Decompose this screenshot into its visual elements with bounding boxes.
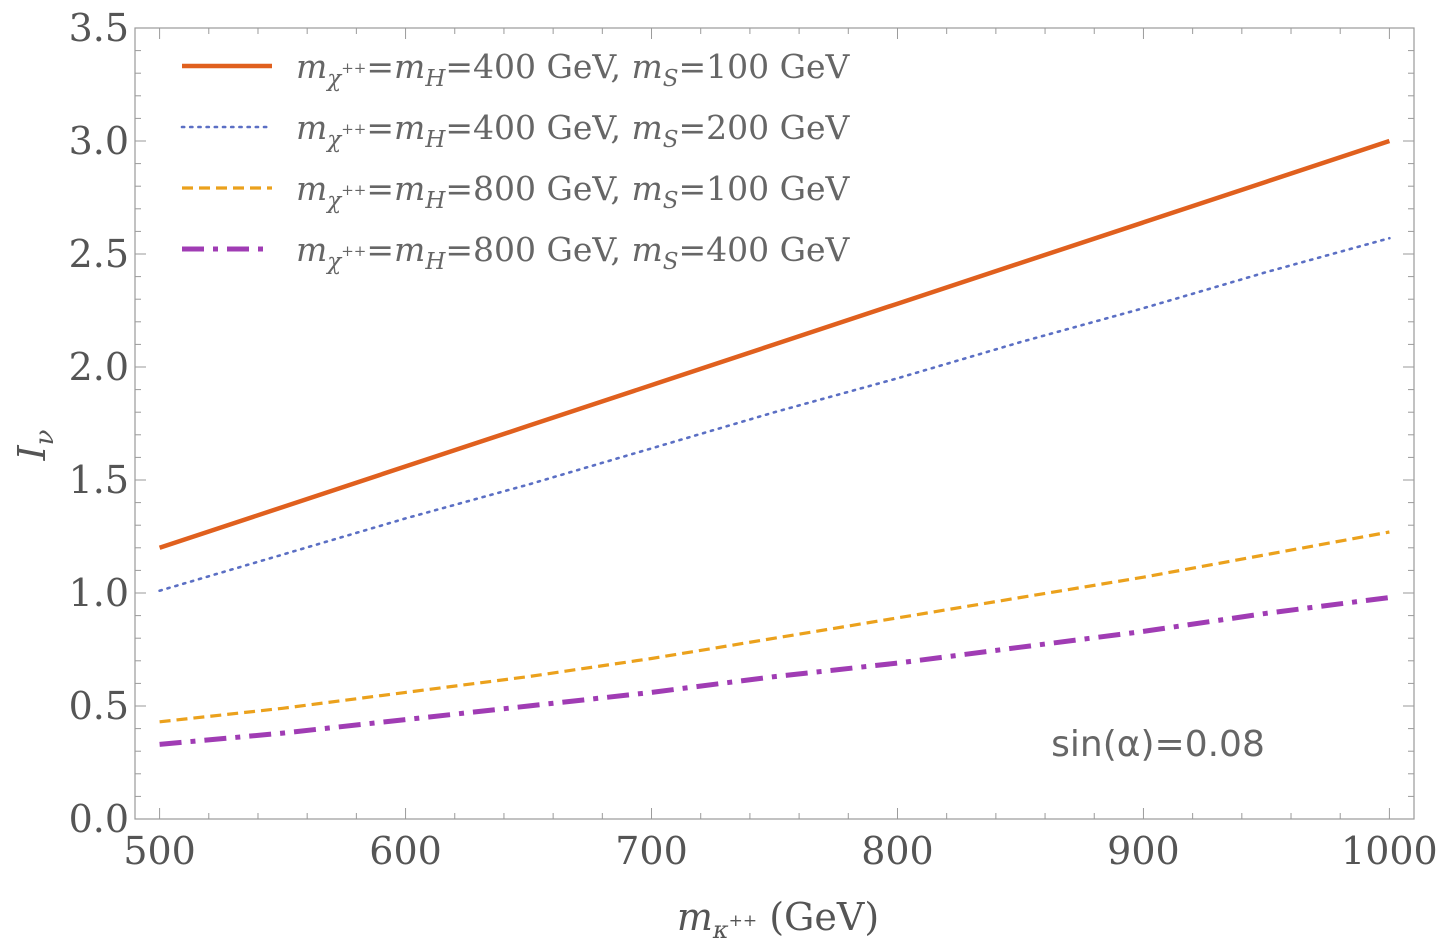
x-tick-labels: 500 600 700 800 900 1000: [123, 829, 1437, 873]
x-tick-label: 800: [861, 829, 934, 873]
x-tick-label: 600: [369, 829, 442, 873]
series-line-3: [159, 530, 1390, 724]
x-tick-label: 900: [1107, 829, 1180, 873]
x-axis-title: mκ++ (GeV): [677, 895, 879, 944]
y-tick-label: 3.5: [69, 6, 129, 50]
y-tick-label: 3.0: [69, 119, 129, 163]
legend-label-2: mχ++=mH=400 GeV, mS=200 GeV: [296, 108, 851, 153]
legend-label-1: mχ++=mH=400 GeV, mS=100 GeV: [296, 47, 851, 92]
x-tick-label: 1000: [1341, 829, 1438, 873]
x-tick-label: 500: [123, 829, 196, 873]
y-tick-labels: 0.0 0.5 1.0 1.5 2.0 2.5 3.0 3.5: [69, 6, 129, 841]
axis-ticks: [135, 27, 1414, 820]
y-tick-label: 1.5: [69, 458, 129, 502]
x-tick-label: 700: [615, 829, 688, 873]
y-tick-label: 2.0: [69, 345, 129, 389]
y-tick-label: 0.5: [69, 684, 129, 728]
series-line-4: [159, 595, 1390, 747]
series-line-2: [158, 236, 1391, 593]
series-line-1: [158, 138, 1391, 550]
y-tick-label: 2.5: [69, 232, 129, 276]
sin-alpha-annotation: sin(α)=0.08: [1051, 724, 1265, 765]
legend-label-4: mχ++=mH=800 GeV, mS=400 GeV: [296, 230, 851, 275]
plot-border: [134, 27, 1415, 820]
y-axis-title: Iν: [10, 429, 60, 461]
series-lines: [158, 138, 1391, 747]
legend-label-3: mχ++=mH=800 GeV, mS=100 GeV: [296, 169, 851, 214]
y-tick-label: 0.0: [69, 797, 129, 841]
plot-frame: [134, 27, 1415, 820]
y-tick-label: 1.0: [69, 571, 129, 615]
legend: mχ++=mH=400 GeV, mS=100 GeV mχ++=mH=400 G…: [180, 47, 851, 275]
